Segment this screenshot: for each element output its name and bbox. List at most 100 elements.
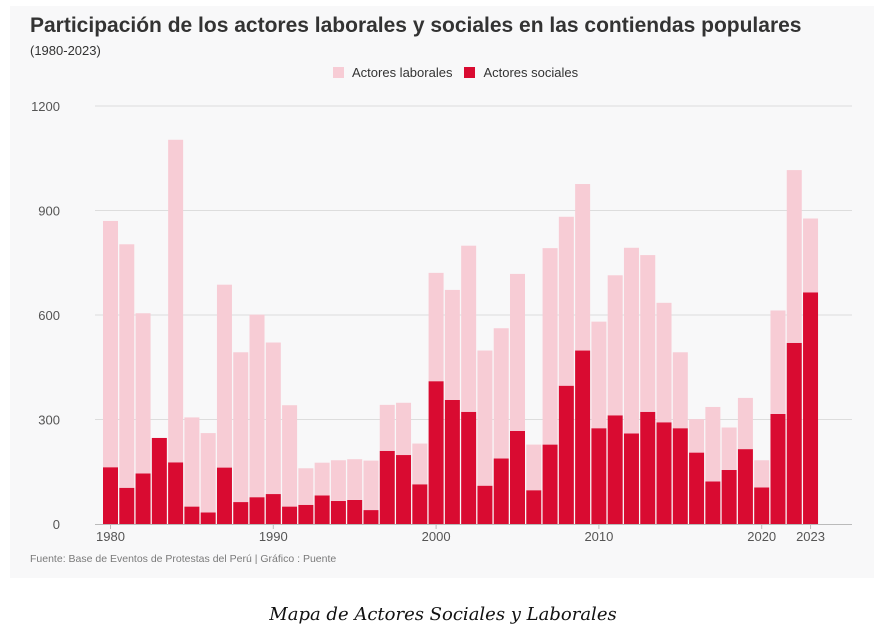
bar-sociales-2007 [542, 444, 558, 524]
bar-sociales-1998 [396, 455, 412, 524]
bar-laborales-1987 [216, 284, 232, 468]
bar-sociales-1982 [135, 473, 151, 524]
bar-laborales-1982 [135, 313, 151, 474]
bar-sociales-1997 [379, 450, 395, 524]
y-tick-label: 600 [38, 308, 60, 323]
bar-laborales-1991 [282, 405, 298, 507]
x-tick-label: 2010 [584, 529, 613, 544]
y-tick-label: 300 [38, 413, 60, 428]
bar-laborales-1997 [379, 404, 395, 451]
stacked-bar-chart: 0 300 600 900 1200 1980 1990 2000 2010 2020 2023 [31, 99, 852, 544]
bar-laborales-2005 [510, 273, 525, 431]
bar-sociales-2013 [640, 411, 656, 524]
bar-laborales-1999 [412, 443, 428, 485]
bar-laborales-1989 [249, 314, 265, 498]
legend-item-sociales: Actores sociales [464, 65, 578, 80]
bar-laborales-2001 [444, 289, 460, 400]
bar-laborales-2009 [575, 184, 591, 351]
bar-sociales-2017 [705, 481, 721, 524]
bar-sociales-2008 [558, 385, 574, 524]
bar-sociales-2004 [493, 458, 509, 524]
bar-laborales-1996 [363, 460, 379, 511]
bar-laborales-2008 [558, 216, 574, 386]
bar-sociales-2022 [786, 342, 802, 524]
legend-label-sociales: Actores sociales [483, 65, 579, 80]
bar-laborales-1985 [184, 417, 200, 507]
bar-laborales-2022 [786, 170, 802, 343]
bar-sociales-1980 [103, 467, 118, 524]
bar-sociales-1990 [265, 494, 281, 524]
bar-sociales-2015 [672, 428, 688, 524]
bar-laborales-2010 [591, 321, 607, 429]
legend-swatch-laborales [333, 67, 344, 78]
bar-laborales-2016 [689, 419, 705, 453]
y-tick-label: 0 [53, 517, 60, 532]
bar-laborales-1990 [265, 342, 281, 495]
bar-laborales-2015 [672, 352, 688, 429]
bar-sociales-2016 [689, 452, 705, 524]
y-tick-label: 900 [38, 204, 60, 219]
bar-sociales-2020 [754, 487, 770, 524]
bar-laborales-2011 [607, 275, 623, 416]
bar-sociales-2009 [575, 350, 591, 524]
bar-laborales-2020 [754, 460, 770, 488]
x-tick-label: 2023 [796, 529, 825, 544]
bar-sociales-1983 [151, 437, 167, 524]
bar-laborales-1986 [200, 433, 216, 513]
bar-sociales-1987 [216, 467, 232, 524]
bar-sociales-1996 [363, 510, 379, 524]
bar-sociales-1999 [412, 484, 428, 524]
bar-sociales-1985 [184, 506, 200, 524]
bar-laborales-2007 [542, 248, 558, 445]
bar-sociales-2002 [461, 411, 477, 524]
bar-sociales-2011 [607, 415, 623, 524]
bar-sociales-1992 [298, 504, 314, 524]
bar-laborales-1994 [330, 460, 346, 502]
bar-laborales-2006 [526, 444, 542, 491]
bar-laborales-1995 [347, 459, 363, 500]
bar-sociales-2001 [444, 399, 460, 524]
bar-laborales-2023 [803, 218, 819, 293]
x-tick-label: 1990 [259, 529, 288, 544]
bar-sociales-2006 [526, 490, 542, 524]
x-tick-label: 1980 [96, 529, 125, 544]
x-tick-label: 2000 [422, 529, 451, 544]
bar-sociales-1984 [168, 462, 184, 524]
legend-item-laborales: Actores laborales [333, 65, 452, 80]
x-tick-label: 2020 [747, 529, 776, 544]
bar-sociales-2010 [591, 428, 607, 524]
bar-sociales-1988 [233, 502, 249, 524]
legend-label-laborales: Actores laborales [352, 65, 453, 80]
bar-laborales-1993 [314, 462, 330, 496]
bar-laborales-2013 [640, 255, 656, 412]
bar-sociales-1993 [314, 495, 330, 524]
bar-laborales-1980 [103, 220, 118, 468]
bar-sociales-1991 [282, 506, 298, 524]
bar-laborales-2012 [623, 247, 639, 434]
bar-sociales-1995 [347, 499, 363, 524]
chart-title: Participación de los actores laborales y… [30, 14, 802, 37]
bar-sociales-2023 [803, 292, 819, 524]
bar-sociales-2000 [428, 381, 444, 524]
y-tick-label: 1200 [31, 99, 60, 114]
bar-sociales-2003 [477, 485, 493, 524]
chart-legend: Actores laborales Actores sociales [333, 65, 590, 80]
bar-sociales-2014 [656, 422, 672, 524]
bar-laborales-1988 [233, 352, 249, 503]
bar-laborales-2017 [705, 406, 721, 482]
bar-sociales-2005 [510, 430, 525, 524]
bar-laborales-1998 [396, 402, 412, 456]
bar-laborales-2004 [493, 328, 509, 459]
bar-laborales-2003 [477, 350, 493, 486]
bar-sociales-2018 [721, 470, 737, 524]
bar-laborales-2019 [737, 397, 753, 450]
bar-laborales-2021 [770, 310, 786, 414]
bar-laborales-2018 [721, 427, 737, 471]
bar-sociales-1986 [200, 512, 216, 524]
legend-swatch-sociales [464, 67, 476, 78]
bar-sociales-1981 [119, 487, 135, 524]
bar-sociales-1989 [249, 497, 265, 524]
bar-laborales-2002 [461, 245, 477, 412]
bar-laborales-1984 [168, 139, 184, 463]
figure-caption: Mapa de Actores Sociales y Laborales [269, 604, 617, 625]
